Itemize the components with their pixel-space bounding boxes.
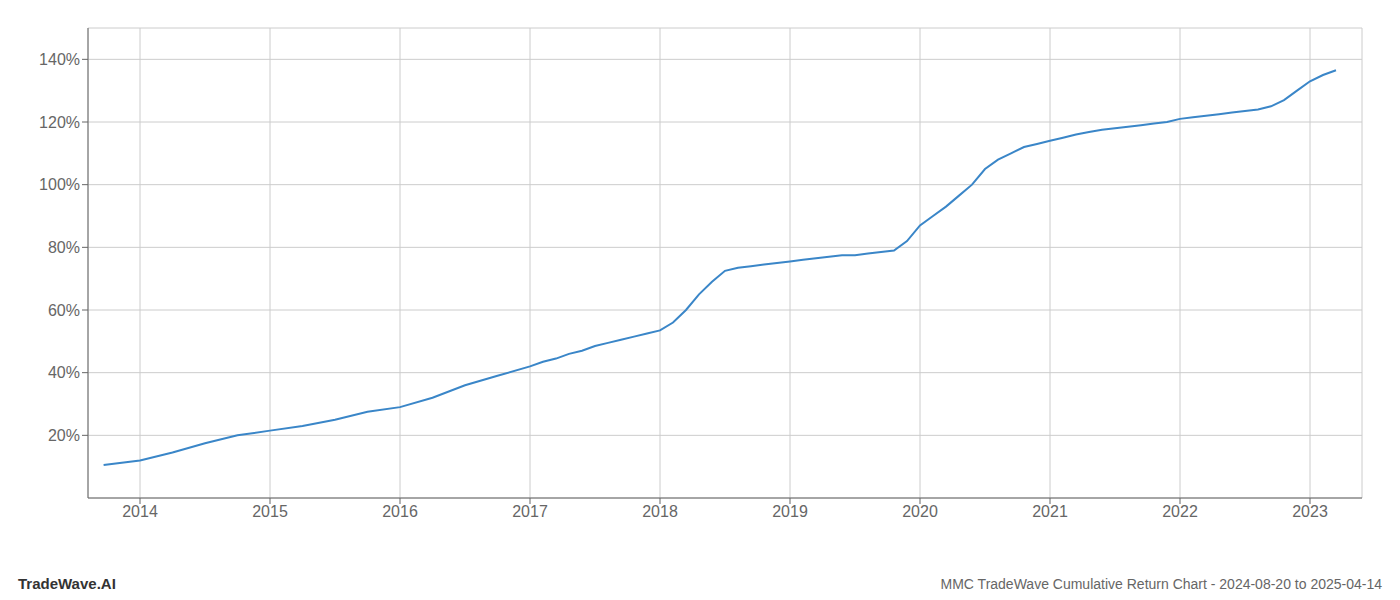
svg-text:100%: 100% bbox=[39, 176, 80, 193]
html-text:MMC TradeWave Cumulative Retur: MMC TradeWave Cumulative Return Chart - … bbox=[940, 576, 1382, 592]
svg-text:2019: 2019 bbox=[772, 503, 808, 520]
html-text:TradeWave.AI: TradeWave.AI bbox=[18, 575, 116, 592]
svg-text:60%: 60% bbox=[48, 302, 80, 319]
svg-text:2023: 2023 bbox=[1292, 503, 1328, 520]
svg-text:2021: 2021 bbox=[1032, 503, 1068, 520]
svg-text:2020: 2020 bbox=[902, 503, 938, 520]
svg-text:2016: 2016 bbox=[382, 503, 418, 520]
svg-text:2018: 2018 bbox=[642, 503, 678, 520]
svg-text:120%: 120% bbox=[39, 114, 80, 131]
svg-text:40%: 40% bbox=[48, 364, 80, 381]
svg-text:80%: 80% bbox=[48, 239, 80, 256]
svg-text:140%: 140% bbox=[39, 51, 80, 68]
svg-text:20%: 20% bbox=[48, 427, 80, 444]
svg-text:2017: 2017 bbox=[512, 503, 548, 520]
svg-text:2015: 2015 bbox=[252, 503, 288, 520]
svg-text:2022: 2022 bbox=[1162, 503, 1198, 520]
svg-text:2014: 2014 bbox=[122, 503, 158, 520]
